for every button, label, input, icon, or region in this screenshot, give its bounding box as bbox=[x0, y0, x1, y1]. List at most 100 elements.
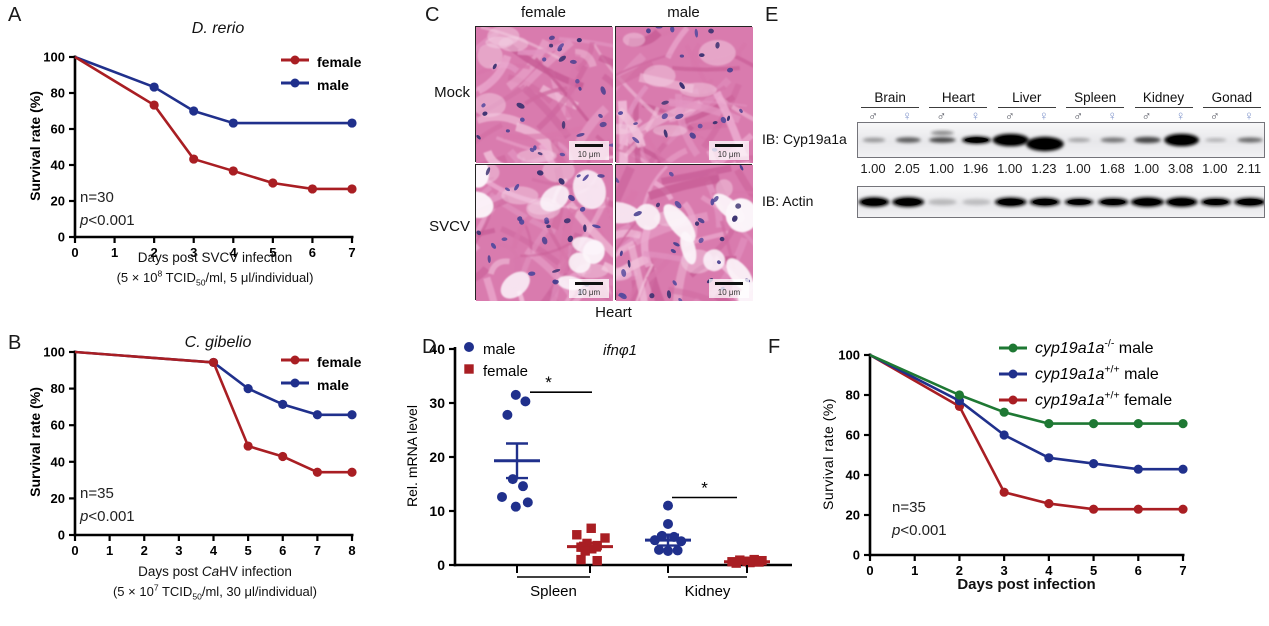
light-wisp bbox=[477, 43, 503, 69]
y-tick-label: 60 bbox=[51, 418, 65, 433]
quantification-value: 1.00 bbox=[1202, 161, 1228, 176]
protein-band bbox=[1134, 136, 1161, 144]
legend-circle-marker bbox=[464, 341, 474, 352]
x-tick-label: 4 bbox=[210, 543, 218, 558]
legend-marker bbox=[462, 362, 476, 381]
cell-nucleus bbox=[735, 203, 742, 209]
light-wisp bbox=[487, 25, 520, 46]
cell-nucleus bbox=[668, 171, 674, 177]
x-tick-label: 4 bbox=[1045, 563, 1053, 578]
x-tick-label: 5 bbox=[269, 245, 276, 260]
actin-blot-svg bbox=[858, 196, 1267, 208]
cell-nucleus bbox=[485, 167, 491, 176]
category-label-spleen: Spleen bbox=[530, 583, 577, 600]
edema-gap bbox=[500, 271, 530, 299]
panel-c-column-label-female: female bbox=[520, 4, 567, 21]
histology-image-mock-male: 10 μm bbox=[585, 25, 822, 211]
x-tick-label: 7 bbox=[314, 543, 321, 558]
panel-a-y-axis-label: Survival rate (%) bbox=[27, 91, 43, 201]
protein-band bbox=[1067, 137, 1091, 143]
legend-item-female: female bbox=[280, 50, 361, 73]
tissue-underline bbox=[929, 107, 988, 108]
panel-c-column-label-male: male bbox=[667, 4, 700, 21]
tissue-label-spleen: Spleen bbox=[1074, 90, 1117, 105]
muscle-fiber bbox=[660, 164, 732, 185]
data-point-cyp19a1a-ko-male bbox=[1133, 419, 1143, 429]
cell-nucleus bbox=[569, 59, 577, 64]
protein-band-core bbox=[1134, 198, 1161, 206]
data-point-cyp19a1a-wt-female bbox=[999, 487, 1009, 497]
data-point-Spleen-female bbox=[572, 530, 582, 540]
x-tick-label: 3 bbox=[175, 543, 182, 558]
cell-nucleus bbox=[679, 54, 685, 58]
y-tick-label: 20 bbox=[846, 508, 860, 523]
muscle-fiber bbox=[574, 48, 597, 68]
tissue-label-heart: Heart bbox=[941, 90, 975, 105]
legend-label: male bbox=[317, 76, 349, 93]
legend-square-marker bbox=[464, 363, 474, 374]
y-tick-label: 80 bbox=[846, 388, 860, 403]
data-point-Spleen-male bbox=[502, 409, 513, 420]
muscle-fiber bbox=[496, 242, 520, 260]
light-wisp bbox=[622, 32, 646, 47]
cell-nucleus bbox=[674, 200, 682, 209]
legend-marker-glyph bbox=[281, 78, 309, 87]
data-point-male bbox=[228, 118, 238, 128]
y-tick-label: 60 bbox=[846, 428, 860, 443]
cell-nucleus bbox=[670, 249, 676, 254]
legend-marker bbox=[280, 376, 310, 394]
x-tick-label: 0 bbox=[71, 543, 78, 558]
panel-a-title: D. rerio bbox=[191, 20, 245, 37]
data-point-Kidney-male bbox=[676, 536, 687, 547]
light-wisp bbox=[643, 64, 676, 87]
quantification-value: 1.00 bbox=[997, 161, 1023, 176]
data-point-cyp19a1a-wt-male bbox=[999, 430, 1009, 440]
y-tick-label: 100 bbox=[838, 348, 860, 363]
scale-bar-label: 10 μm bbox=[718, 288, 741, 297]
cell-nucleus bbox=[599, 121, 607, 128]
cell-nucleus bbox=[715, 42, 720, 49]
panel-e-blot-label-actin: IB: Actin bbox=[762, 193, 814, 209]
muscle-fiber bbox=[701, 83, 742, 150]
x-tick-label: 6 bbox=[1135, 563, 1142, 578]
cell-nucleus bbox=[632, 136, 640, 144]
panel-f-p-value: p<0.001 bbox=[892, 522, 947, 540]
y-tick-label: 40 bbox=[846, 468, 860, 483]
cell-nucleus bbox=[694, 28, 699, 38]
male-symbol: ♂ bbox=[868, 108, 878, 123]
cell-nucleus bbox=[516, 102, 525, 109]
legend-marker-glyph bbox=[999, 369, 1027, 378]
panel-f-stats: n=35 p<0.001 bbox=[892, 496, 947, 543]
cell-nucleus bbox=[618, 293, 626, 298]
significance-asterisk: * bbox=[701, 479, 708, 498]
data-point-Spleen-female bbox=[582, 538, 592, 549]
cell-nucleus bbox=[708, 28, 714, 34]
protein-band-core bbox=[996, 135, 1026, 145]
light-wisp bbox=[501, 186, 539, 205]
x-tick-label: 2 bbox=[141, 543, 148, 558]
quantification-value: 2.11 bbox=[1236, 161, 1262, 176]
protein-band bbox=[1237, 137, 1263, 143]
legend-marker-glyph bbox=[999, 395, 1027, 404]
quantification-value: 1.96 bbox=[962, 161, 989, 176]
tissue-underline bbox=[997, 107, 1056, 108]
light-wisp bbox=[542, 158, 575, 183]
scale-bar bbox=[575, 144, 603, 147]
panel-b-x-axis-label: Days post CaHV infection bbox=[138, 564, 292, 579]
survival-plot-f: 0 20 40 60 80 100 0 1 2 3 4 5 6 7 bbox=[838, 348, 1188, 578]
muscle-fiber bbox=[559, 207, 578, 274]
cell-nucleus bbox=[694, 221, 700, 226]
panel-b-x-axis-sublabel: (5 × 107 TCID50/ml, 30 μl/individual) bbox=[112, 582, 318, 602]
edema-gap bbox=[703, 249, 725, 272]
muscle-fiber bbox=[566, 201, 619, 258]
cyp19a1a-blot-svg bbox=[862, 130, 1263, 152]
data-point-male bbox=[278, 399, 288, 409]
legend-marker bbox=[280, 353, 310, 371]
histology-svg-mock-male: 10 μm bbox=[585, 25, 822, 211]
legend-item-female: female bbox=[280, 350, 361, 373]
y-tick-label: 20 bbox=[51, 491, 65, 506]
panel-b-p-value: p<0.001 bbox=[80, 508, 135, 526]
y-tick-label: 20 bbox=[429, 449, 445, 465]
muscle-fiber bbox=[476, 54, 512, 95]
male-symbol: ♂ bbox=[1073, 108, 1083, 123]
